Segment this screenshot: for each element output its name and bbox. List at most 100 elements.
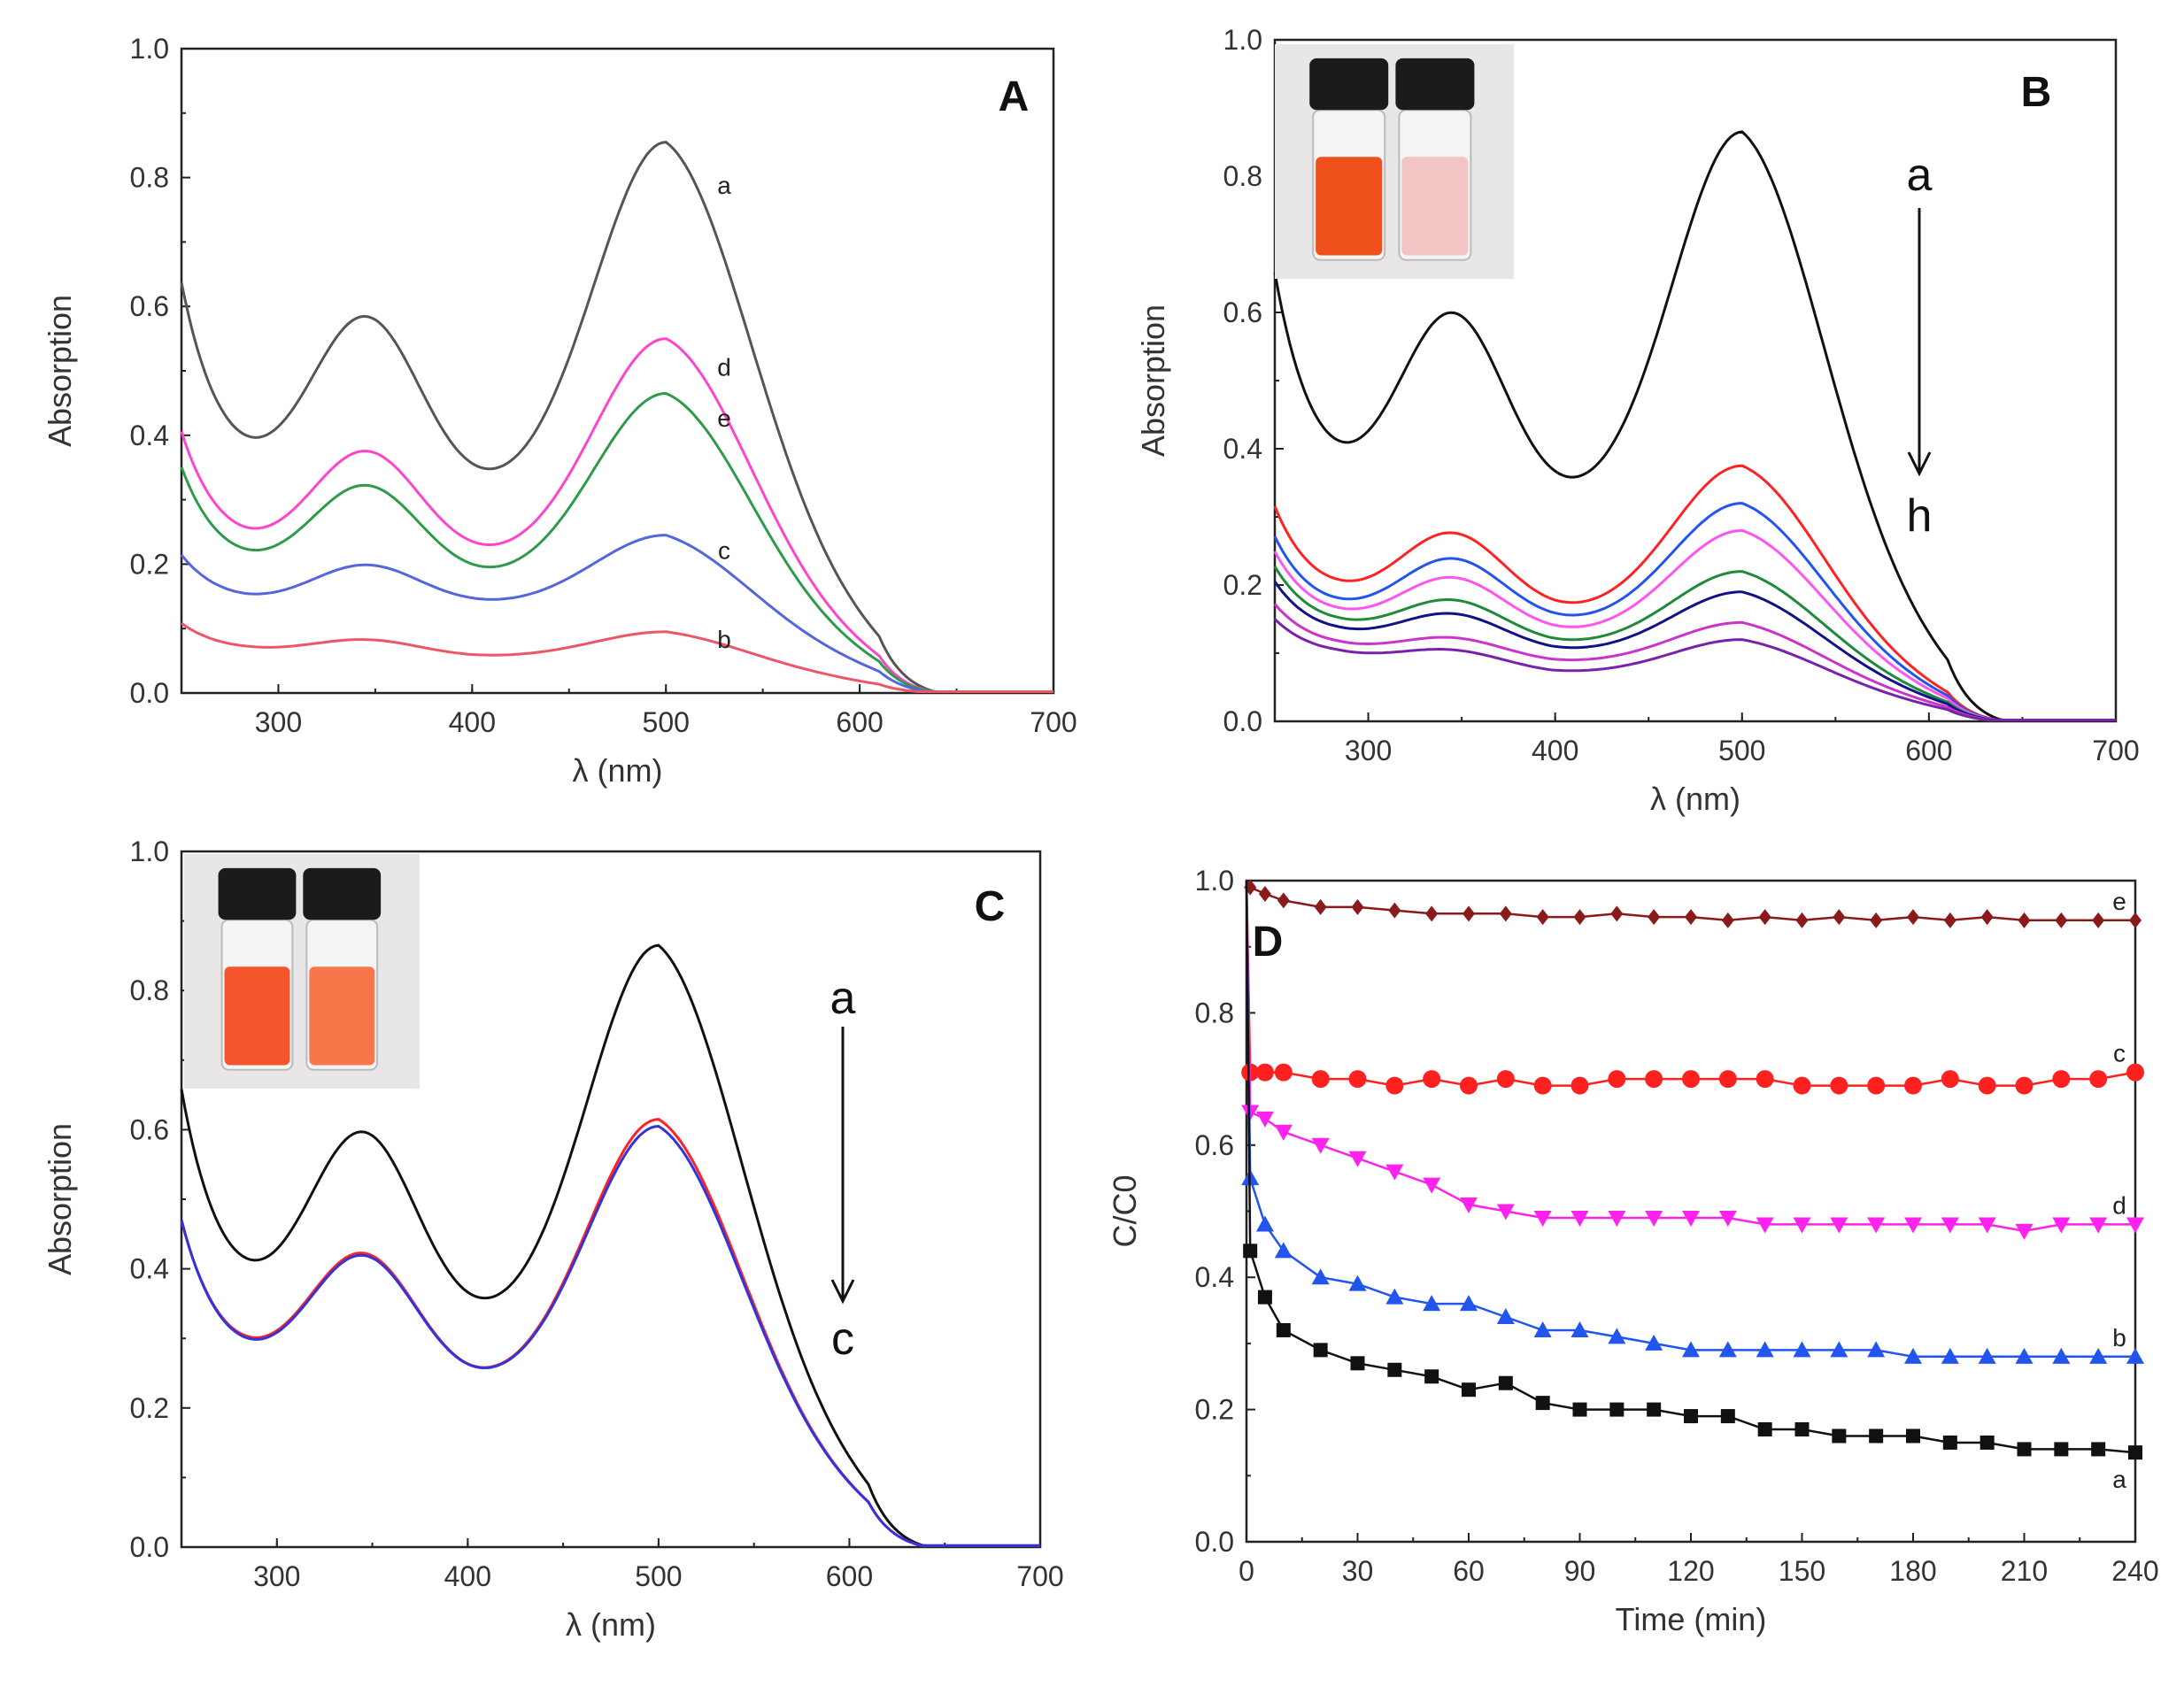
marker-d bbox=[2126, 1217, 2144, 1234]
panel-letter: D bbox=[1253, 919, 1284, 966]
marker-a bbox=[1462, 1382, 1476, 1398]
x-tick-label: 30 bbox=[1342, 1555, 1374, 1587]
y-tick-label: 1.0 bbox=[130, 33, 169, 65]
marker-e bbox=[2092, 912, 2105, 928]
marker-e bbox=[1980, 909, 1994, 926]
marker-a bbox=[1720, 1409, 1735, 1424]
inset-vial-photo bbox=[184, 854, 420, 1089]
marker-a bbox=[1794, 1422, 1810, 1437]
marker-d bbox=[2089, 1217, 2108, 1234]
panel-letter: A bbox=[999, 73, 1030, 120]
trend-arrow-head bbox=[1907, 451, 1932, 477]
marker-b bbox=[1793, 1341, 1811, 1358]
marker-a bbox=[1647, 1402, 1662, 1417]
y-tick-label: 1.0 bbox=[1223, 24, 1262, 56]
series-line-d bbox=[180, 337, 1053, 693]
y-tick-label: 0.2 bbox=[1223, 569, 1262, 601]
y-tick-label: 0.8 bbox=[1223, 160, 1262, 192]
x-tick-label: 500 bbox=[635, 1560, 682, 1592]
marker-c bbox=[1348, 1070, 1367, 1089]
series-label-e: e bbox=[2112, 888, 2126, 915]
trend-arrow-head bbox=[830, 1279, 855, 1305]
y-tick-label: 0.6 bbox=[1223, 296, 1262, 328]
y-tick-label: 1.0 bbox=[130, 835, 169, 867]
arrow-end-label: c bbox=[831, 1313, 854, 1365]
x-tick-label: 600 bbox=[826, 1560, 873, 1592]
marker-e bbox=[1277, 892, 1290, 909]
marker-e bbox=[2129, 912, 2142, 928]
marker-d bbox=[1756, 1217, 1774, 1234]
marker-b bbox=[1718, 1341, 1737, 1358]
marker-b bbox=[1385, 1288, 1404, 1305]
x-axis-title: λ (nm) bbox=[566, 1606, 656, 1643]
x-tick-label: 400 bbox=[1532, 735, 1578, 766]
marker-a bbox=[1276, 1322, 1291, 1337]
marker-a bbox=[2091, 1442, 2106, 1457]
y-tick-label: 1.0 bbox=[1195, 865, 1234, 897]
series-label-b: b bbox=[2112, 1324, 2126, 1351]
x-tick-label: 180 bbox=[1889, 1555, 1936, 1587]
marker-b bbox=[2052, 1347, 2071, 1364]
marker-b bbox=[1533, 1321, 1552, 1337]
x-tick-label: 0 bbox=[1239, 1555, 1254, 1587]
panel-B: 300 400 500 600 700 0.0 0.2 0.4 0.6 0.8 1.0 λ (nm) A… bbox=[1135, 24, 2140, 817]
marker-e bbox=[1536, 909, 1549, 926]
marker-d bbox=[1867, 1217, 1886, 1234]
marker-c bbox=[1645, 1070, 1663, 1089]
marker-d bbox=[1941, 1217, 1959, 1234]
series-line-d bbox=[1245, 880, 2135, 1233]
series-line-c bbox=[180, 534, 1053, 693]
marker-b bbox=[1904, 1347, 1922, 1364]
marker-b bbox=[1978, 1347, 1996, 1364]
marker-d bbox=[2015, 1223, 2034, 1240]
marker-b bbox=[1645, 1334, 1663, 1351]
marker-c bbox=[1460, 1076, 1478, 1095]
marker-c bbox=[2089, 1070, 2108, 1089]
x-tick-label: 600 bbox=[836, 706, 883, 738]
marker-a bbox=[1498, 1375, 1513, 1390]
marker-b bbox=[1255, 1215, 1274, 1232]
x-tick-label: 300 bbox=[255, 706, 302, 738]
marker-d bbox=[1830, 1217, 1848, 1234]
marker-e bbox=[1721, 912, 1734, 928]
marker-d bbox=[1311, 1137, 1330, 1154]
marker-e bbox=[1314, 898, 1327, 915]
y-tick-label: 0.4 bbox=[1195, 1261, 1234, 1293]
x-tick-label: 300 bbox=[1345, 735, 1392, 766]
series-label-c: c bbox=[718, 537, 730, 565]
marker-c bbox=[1978, 1076, 1996, 1095]
y-tick-label: 0.6 bbox=[1195, 1129, 1234, 1161]
panel-C: 300 400 500 600 700 0.0 0.2 0.4 0.6 0.8 1.0 λ (nm) A… bbox=[42, 835, 1064, 1643]
series-line-b bbox=[181, 622, 1053, 693]
arrow-end-label: h bbox=[1907, 490, 1933, 542]
marker-c bbox=[1793, 1076, 1811, 1095]
inset-vial-photo bbox=[1275, 44, 1514, 279]
marker-c bbox=[2126, 1063, 2144, 1082]
series-label-d: d bbox=[717, 354, 731, 381]
marker-e bbox=[1795, 912, 1809, 928]
marker-c bbox=[1311, 1070, 1330, 1089]
marker-d bbox=[1385, 1164, 1404, 1181]
y-tick-label: 0.8 bbox=[130, 162, 169, 194]
arrow-start-label: a bbox=[830, 973, 856, 1024]
y-tick-label: 0.0 bbox=[130, 677, 169, 709]
marker-b bbox=[1682, 1341, 1700, 1358]
marker-a bbox=[1757, 1422, 1772, 1437]
series-line-c bbox=[180, 1124, 1040, 1547]
marker-e bbox=[1870, 912, 1883, 928]
y-tick-label: 0.6 bbox=[130, 290, 169, 322]
vial-cap bbox=[303, 867, 382, 920]
marker-b bbox=[2015, 1347, 2034, 1364]
marker-c bbox=[1904, 1076, 1922, 1095]
marker-a bbox=[1609, 1402, 1624, 1417]
marker-b bbox=[1348, 1274, 1367, 1291]
marker-c bbox=[1255, 1063, 1274, 1082]
marker-d bbox=[1645, 1210, 1663, 1227]
vial-liquid bbox=[1316, 157, 1383, 256]
y-tick-label: 0.2 bbox=[130, 548, 169, 580]
marker-a bbox=[1979, 1435, 1995, 1450]
x-tick-label: 600 bbox=[1905, 735, 1952, 766]
marker-e bbox=[1943, 912, 1956, 928]
y-axis-title: Absorption bbox=[1135, 304, 1171, 457]
marker-a bbox=[2017, 1442, 2032, 1457]
